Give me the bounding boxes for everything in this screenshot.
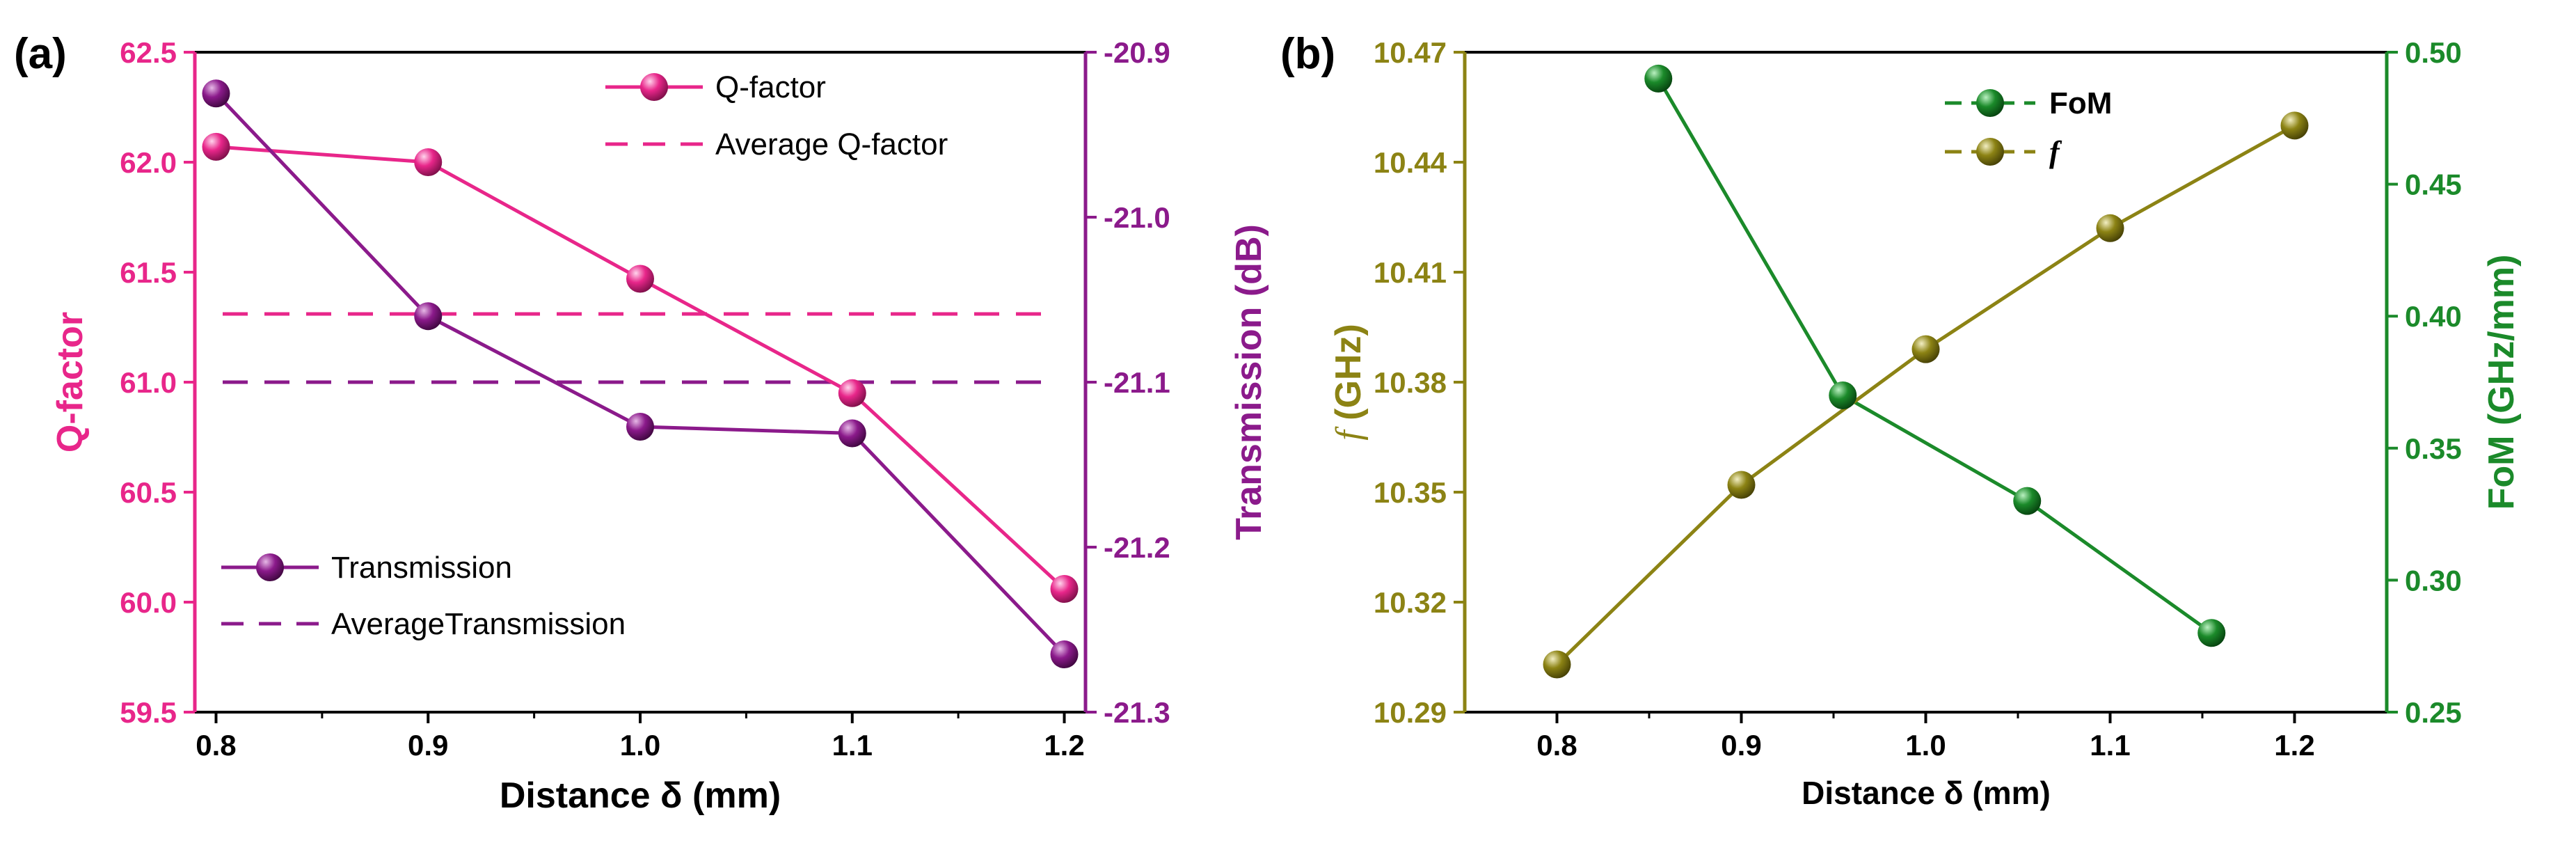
- chart-b-markers: [1543, 64, 2309, 679]
- left-tick-label: 10.32: [1374, 586, 1447, 619]
- chart-b-right-label: FoM (GHz/mm): [2481, 255, 2522, 510]
- chart-b-left-label: f (GHz): [1328, 324, 1369, 441]
- right-tick-label: 0.45: [2405, 168, 2462, 201]
- x-tick-label: 0.9: [408, 729, 448, 762]
- data-point-fom: [2013, 487, 2042, 515]
- left-tick-label: 60.0: [120, 586, 177, 619]
- legend-f-marker: [1976, 138, 2004, 166]
- x-tick-label: 0.9: [1721, 729, 1761, 762]
- left-tick-label: 10.47: [1374, 36, 1447, 69]
- data-point-f: [2280, 111, 2309, 140]
- chart-b: (b) 0.8 0.9 1.0 1.1 1.2 10.29 10.32 10.35 10.38…: [1280, 30, 2522, 811]
- right-tick-label: -21.1: [1104, 366, 1170, 399]
- right-tick-label: -20.9: [1104, 36, 1170, 69]
- chart-a-left-label: Q-factor: [50, 312, 90, 452]
- chart-a-left-ticks: 59.5 60.0 60.5 61.0 61.5 62.0 62.5: [120, 36, 195, 729]
- chart-b-legend: FoM f: [1945, 86, 2112, 169]
- data-point-fom: [1829, 381, 1857, 409]
- right-tick-label: -21.0: [1104, 201, 1170, 234]
- data-point-transmission: [838, 419, 866, 448]
- data-point-fom: [2197, 619, 2226, 647]
- data-point-q-factor: [626, 265, 654, 293]
- legend-q-factor-label: Q-factor: [715, 70, 826, 104]
- chart-a-right-label: Transmission (dB): [1229, 224, 1269, 540]
- x-tick-label: 1.0: [620, 729, 660, 762]
- data-point-fom: [1644, 64, 1673, 93]
- x-tick-label: 1.2: [1044, 729, 1084, 762]
- chart-b-left-label-unit: (GHz): [1328, 324, 1369, 430]
- data-point-transmission: [414, 302, 443, 331]
- right-tick-label: -21.3: [1104, 696, 1170, 729]
- x-tick-label: 1.1: [2090, 729, 2130, 762]
- data-point-q-factor: [1050, 575, 1079, 604]
- right-tick-label: 0.40: [2405, 300, 2462, 333]
- legend-average-q-factor-label: Average Q-factor: [715, 127, 948, 161]
- data-point-f: [2096, 214, 2124, 242]
- right-tick-label: 0.35: [2405, 432, 2462, 465]
- data-point-q-factor: [838, 379, 866, 407]
- chart-b-x-label: Distance δ (mm): [1802, 775, 2051, 811]
- left-tick-label: 10.29: [1374, 696, 1447, 729]
- right-tick-label: 0.25: [2405, 696, 2462, 729]
- left-tick-label: 10.41: [1374, 256, 1447, 289]
- left-tick-label: 10.35: [1374, 476, 1447, 509]
- chart-a-right-ticks: -21.3 -21.2 -21.1 -21.0 -20.9: [1086, 36, 1170, 729]
- x-tick-label: 0.8: [196, 729, 236, 762]
- series-line-f: [1555, 124, 2296, 666]
- right-tick-label: 0.30: [2405, 564, 2462, 597]
- x-tick-label: 1.1: [832, 729, 873, 762]
- legend-q-factor-marker: [640, 73, 668, 101]
- legend-fom-marker: [1976, 89, 2004, 117]
- legend-transmission-marker: [256, 553, 284, 581]
- x-tick-label: 1.2: [2274, 729, 2314, 762]
- data-point-q-factor: [202, 132, 230, 161]
- chart-a-markers: [202, 79, 1079, 669]
- right-tick-label: 0.50: [2405, 36, 2462, 69]
- left-tick-label: 62.0: [120, 146, 177, 179]
- data-point-f: [1727, 471, 1756, 499]
- chart-a-legend-top: Q-factor Average Q-factor: [605, 70, 948, 161]
- data-point-f: [1911, 335, 1940, 363]
- data-point-q-factor: [414, 148, 443, 176]
- legend-f-label: f: [2049, 135, 2062, 169]
- left-tick-label: 59.5: [120, 696, 177, 729]
- data-point-transmission: [202, 79, 230, 108]
- x-tick-label: 0.8: [1536, 729, 1577, 762]
- legend-average-transmission-label: AverageTransmission: [331, 607, 626, 641]
- left-tick-label: 10.38: [1374, 366, 1447, 399]
- panel-a-label: (a): [14, 30, 67, 78]
- legend-transmission-label: Transmission: [331, 551, 512, 585]
- chart-a-legend-bottom: Transmission AverageTransmission: [221, 551, 626, 641]
- right-tick-label: -21.2: [1104, 531, 1170, 564]
- data-point-transmission: [626, 412, 654, 441]
- chart-b-lines: [1555, 77, 2296, 666]
- x-tick-label: 1.0: [1905, 729, 1946, 762]
- legend-fom-label: FoM: [2049, 86, 2112, 120]
- data-point-transmission: [1050, 640, 1079, 669]
- panel-b-label: (b): [1280, 30, 1335, 78]
- chart-b-left-ticks: 10.29 10.32 10.35 10.38 10.41 10.44 10.47: [1374, 36, 1465, 729]
- left-tick-label: 61.0: [120, 366, 177, 399]
- left-tick-label: 62.5: [120, 36, 177, 69]
- data-point-f: [1543, 650, 1571, 679]
- series-line-fom: [1657, 77, 2213, 635]
- chart-b-x-ticks: 0.8 0.9 1.0 1.1 1.2: [1536, 712, 2315, 762]
- chart-a-x-label: Distance δ (mm): [500, 775, 781, 816]
- chart-a: (a) 0.8 0.9 1.0 1.1 1.2 59.5 60.0 60.5 61.0 61.5…: [14, 30, 1269, 816]
- chart-a-x-ticks: 0.8 0.9 1.0 1.1 1.2: [196, 712, 1085, 762]
- chart-b-right-ticks: 0.25 0.30 0.35 0.40 0.45 0.50: [2387, 36, 2462, 729]
- left-tick-label: 61.5: [120, 256, 177, 289]
- left-tick-label: 10.44: [1374, 146, 1447, 179]
- left-tick-label: 60.5: [120, 476, 177, 509]
